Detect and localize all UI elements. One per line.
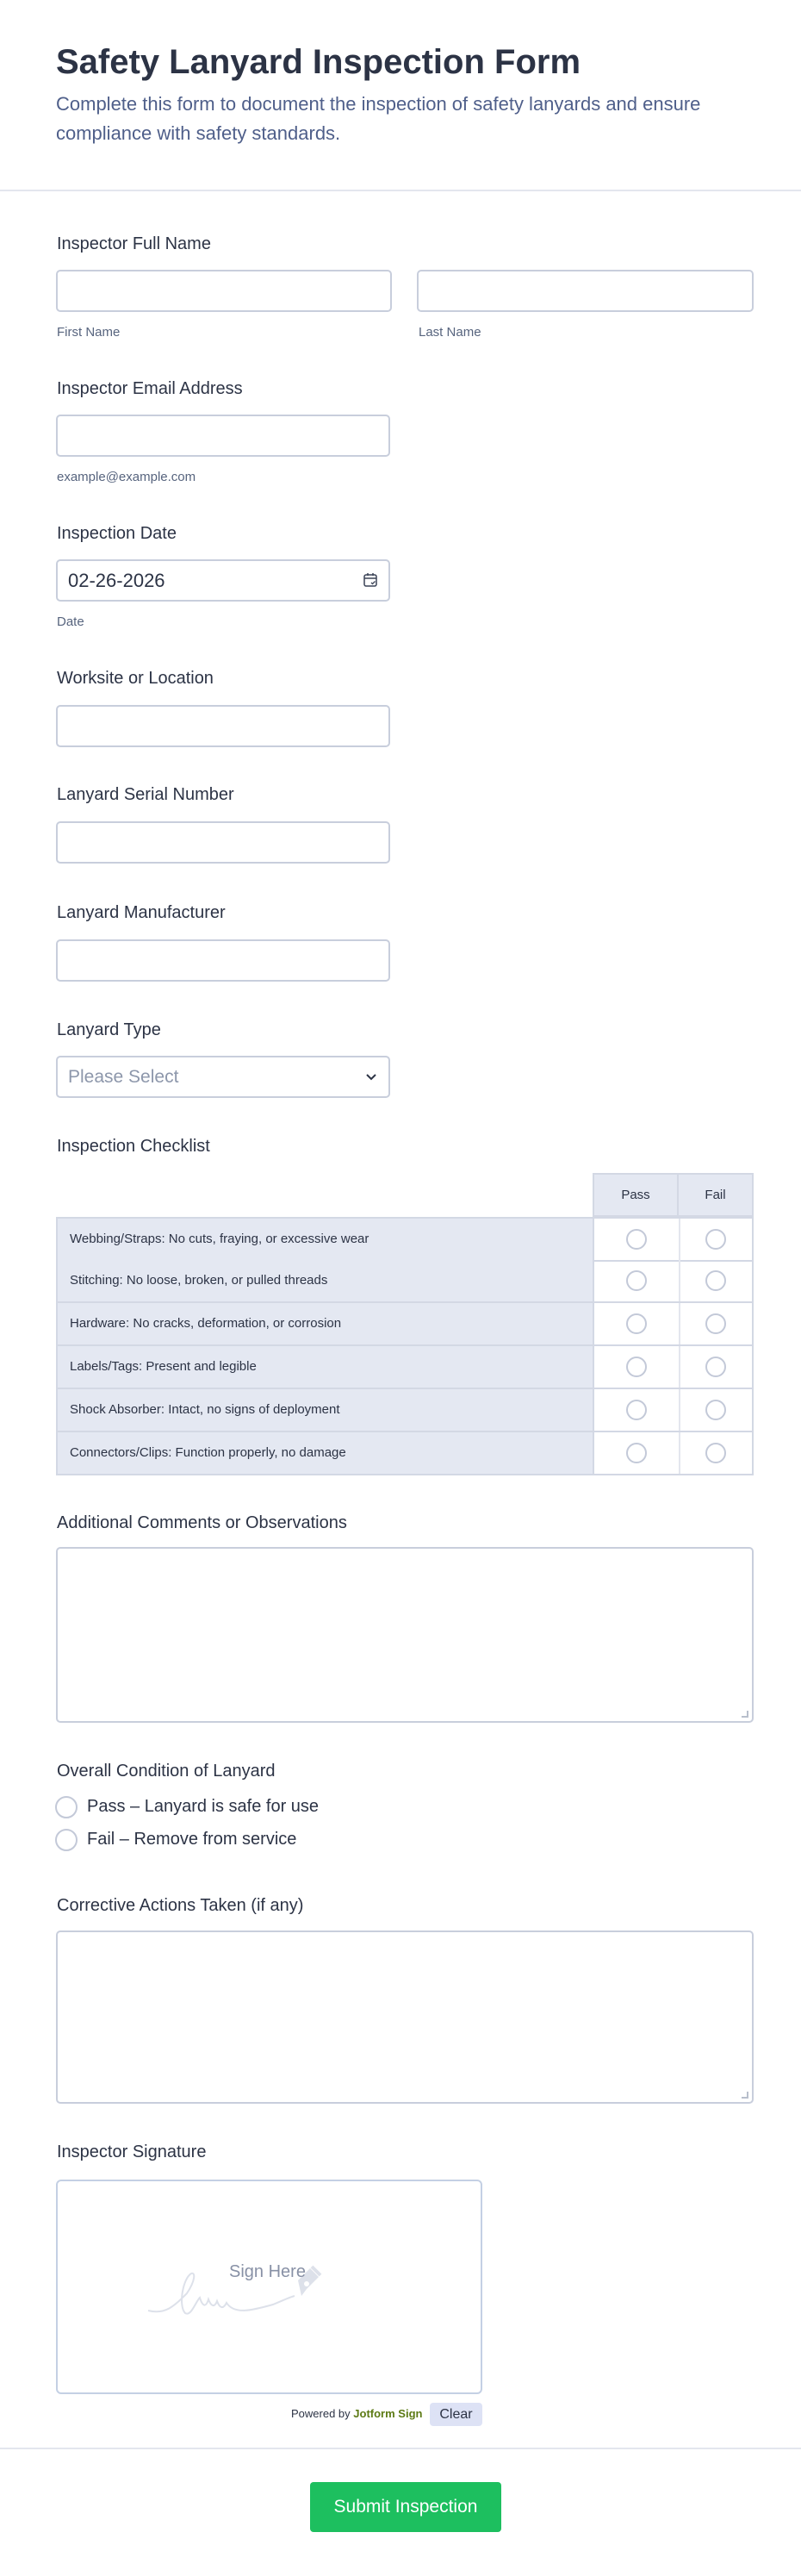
jotform-sign-brand: Jotform Sign (353, 2407, 423, 2420)
first-name-sublabel: First Name (57, 325, 121, 340)
header-divider (0, 190, 801, 191)
pass-radio[interactable] (626, 1229, 647, 1250)
column-header-pass: Pass (593, 1173, 679, 1217)
comments-label: Additional Comments or Observations (57, 1513, 347, 1532)
pass-radio[interactable] (626, 1270, 647, 1291)
cell-divider (679, 1346, 680, 1388)
fail-radio[interactable] (705, 1357, 726, 1377)
condition-pass-radio[interactable] (55, 1796, 78, 1818)
corrective-label: Corrective Actions Taken (if any) (57, 1896, 304, 1915)
lanyard-type-label: Lanyard Type (57, 1020, 161, 1039)
submit-button[interactable]: Submit Inspection (310, 2482, 501, 2532)
date-value: 02-26-2026 (68, 570, 165, 591)
form-title: Safety Lanyard Inspection Form (56, 43, 581, 81)
manufacturer-input[interactable] (56, 939, 390, 982)
signature-scribble-icon (147, 2272, 295, 2315)
pass-radio[interactable] (626, 1357, 647, 1377)
lanyard-type-placeholder: Please Select (68, 1067, 179, 1087)
fail-radio[interactable] (705, 1270, 726, 1291)
fail-radio[interactable] (705, 1313, 726, 1334)
checklist-question: Stitching: No loose, broken, or pulled t… (58, 1260, 594, 1301)
checklist-row: Shock Absorber: Intact, no signs of depl… (56, 1389, 754, 1432)
full-name-label: Inspector Full Name (57, 234, 211, 253)
checklist-row: Labels/Tags: Present and legible (56, 1346, 754, 1389)
checklist-row: Stitching: No loose, broken, or pulled t… (56, 1260, 754, 1303)
footer-divider (0, 2448, 801, 2449)
fail-radio[interactable] (705, 1443, 726, 1463)
cell-divider (679, 1303, 680, 1344)
checklist-question: Labels/Tags: Present and legible (58, 1346, 594, 1388)
calendar-icon[interactable] (363, 572, 378, 588)
pass-radio[interactable] (626, 1313, 647, 1334)
condition-fail-label[interactable]: Fail – Remove from service (87, 1830, 297, 1849)
cell-divider (679, 1389, 680, 1431)
pen-nib-icon (298, 2265, 322, 2296)
powered-by-text: Powered by (291, 2407, 351, 2420)
comments-textarea[interactable] (56, 1547, 754, 1723)
serial-label: Lanyard Serial Number (57, 785, 234, 804)
manufacturer-label: Lanyard Manufacturer (57, 903, 226, 922)
cell-divider (679, 1260, 680, 1301)
fail-radio[interactable] (705, 1400, 726, 1420)
lanyard-type-select[interactable]: Please Select (56, 1056, 390, 1098)
sign-here-placeholder: Sign Here (229, 2262, 306, 2281)
email-label: Inspector Email Address (57, 379, 243, 398)
pass-radio[interactable] (626, 1443, 647, 1463)
email-sublabel: example@example.com (57, 470, 196, 484)
cell-divider (679, 1432, 680, 1474)
signature-label: Inspector Signature (57, 2143, 207, 2161)
form-subtitle: Complete this form to document the inspe… (56, 93, 701, 144)
checklist-row: Webbing/Straps: No cuts, fraying, or exc… (56, 1217, 754, 1262)
checklist-question: Webbing/Straps: No cuts, fraying, or exc… (58, 1219, 594, 1260)
last-name-input[interactable] (417, 270, 754, 312)
email-input[interactable] (56, 415, 390, 457)
column-header-fail: Fail (677, 1173, 754, 1217)
corrective-textarea[interactable] (56, 1930, 754, 2104)
date-sublabel: Date (57, 614, 84, 629)
signature-pad[interactable]: Sign Here (56, 2180, 482, 2394)
checklist-question: Hardware: No cracks, deformation, or cor… (58, 1303, 594, 1344)
chevron-down-icon (366, 1074, 376, 1081)
last-name-sublabel: Last Name (419, 325, 481, 340)
condition-pass-label[interactable]: Pass – Lanyard is safe for use (87, 1797, 320, 1816)
checklist-row: Hardware: No cracks, deformation, or cor… (56, 1303, 754, 1346)
worksite-input[interactable] (56, 705, 390, 747)
fail-radio[interactable] (705, 1229, 726, 1250)
cell-divider (679, 1219, 680, 1260)
checklist-row: Connectors/Clips: Function properly, no … (56, 1432, 754, 1475)
first-name-input[interactable] (56, 270, 392, 312)
checklist-question: Connectors/Clips: Function properly, no … (58, 1432, 594, 1474)
condition-fail-radio[interactable] (55, 1829, 78, 1851)
serial-input[interactable] (56, 821, 390, 864)
resize-handle[interactable] (742, 1711, 748, 1718)
clear-signature-button[interactable]: Clear (430, 2403, 482, 2426)
powered-by: Powered by Jotform Sign (291, 2407, 422, 2420)
date-input[interactable]: 02-26-2026 (56, 559, 390, 602)
date-label: Inspection Date (57, 524, 177, 543)
inspection-checklist-matrix: Pass Fail Webbing/Straps: No cuts, frayi… (56, 1173, 754, 1475)
resize-handle[interactable] (742, 2092, 748, 2099)
checklist-question: Shock Absorber: Intact, no signs of depl… (58, 1389, 594, 1431)
checklist-label: Inspection Checklist (57, 1137, 210, 1156)
pass-radio[interactable] (626, 1400, 647, 1420)
condition-label: Overall Condition of Lanyard (57, 1762, 276, 1781)
worksite-label: Worksite or Location (57, 669, 214, 688)
